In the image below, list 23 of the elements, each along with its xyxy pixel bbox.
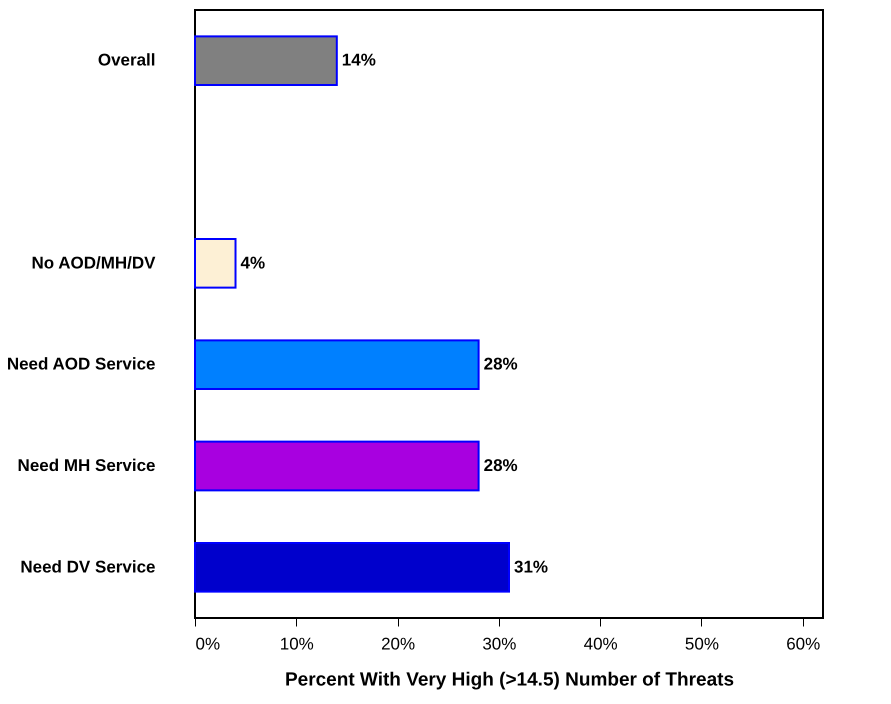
x-tick-label: 0% [196, 634, 220, 654]
data-label: 28% [484, 456, 518, 475]
y-tick-label: Need DV Service [20, 557, 156, 576]
data-label: 14% [342, 50, 376, 70]
y-tick-label: No AOD/MH/DV [31, 253, 156, 272]
x-tick-label: 10% [280, 634, 314, 654]
bar [194, 35, 338, 86]
data-label: 31% [514, 557, 548, 576]
x-tick-label: 30% [482, 634, 516, 654]
x-axis-title: Percent With Very High (>14.5) Number of Threats [284, 670, 734, 690]
x-tick-label: 40% [584, 634, 618, 654]
y-tick-label: Need MH Service [18, 456, 156, 475]
y-tick-label: Need AOD Service [6, 354, 156, 374]
x-tick-label: 20% [381, 634, 416, 654]
data-label: 28% [484, 354, 518, 374]
bar [194, 339, 480, 390]
bar [194, 542, 510, 593]
x-tick-label: 60% [786, 634, 820, 654]
x-tick-label: 50% [684, 634, 719, 654]
data-label: 4% [240, 253, 266, 272]
bar [194, 238, 237, 289]
bar [194, 440, 480, 492]
y-tick-label: Overall [98, 50, 156, 70]
